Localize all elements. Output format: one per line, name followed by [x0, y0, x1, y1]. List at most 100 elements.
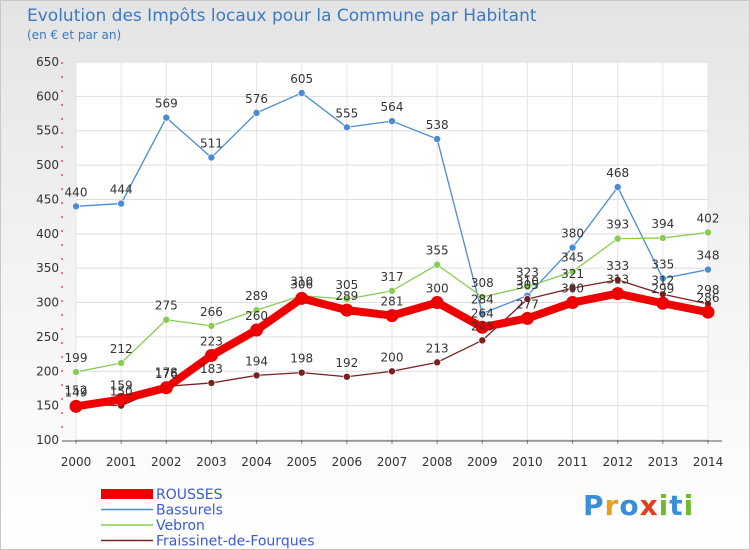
data-point	[343, 295, 351, 303]
y-tick-label: 200	[36, 364, 59, 378]
data-point	[297, 368, 306, 377]
data-point	[523, 295, 532, 303]
data-point	[162, 113, 171, 122]
data-point	[207, 322, 216, 330]
data-label: 394	[651, 217, 674, 231]
data-label: 159	[110, 378, 133, 392]
data-label: 440	[65, 185, 88, 199]
data-label: 576	[245, 92, 268, 106]
data-point	[297, 89, 306, 97]
x-tick-label: 2012	[602, 455, 633, 469]
data-label: 289	[245, 289, 268, 303]
y-tick-label: 450	[36, 192, 59, 206]
logo-letter-o: o	[619, 489, 640, 522]
data-label: 194	[245, 354, 268, 368]
data-label: 299	[651, 282, 674, 296]
x-tick-label: 2003	[196, 455, 227, 469]
data-point	[69, 399, 83, 413]
data-label: 277	[516, 297, 539, 311]
legend-label: Vebron	[156, 518, 205, 534]
data-point	[520, 311, 534, 325]
x-tick-label: 2007	[377, 455, 408, 469]
data-point	[475, 320, 489, 334]
data-point	[478, 336, 487, 345]
data-label: 176	[155, 367, 178, 381]
data-point	[295, 291, 309, 305]
data-point	[430, 296, 444, 310]
data-label: 305	[335, 278, 358, 292]
data-point	[343, 372, 351, 381]
data-point	[568, 267, 577, 276]
x-tick-label: 2005	[286, 455, 317, 469]
data-point	[478, 309, 487, 318]
data-point	[207, 153, 216, 162]
chart-subtitle: (en € et par an)	[27, 28, 122, 42]
data-label: 212	[110, 342, 133, 356]
data-label: 198	[290, 352, 313, 366]
x-tick-label: 2001	[106, 455, 137, 469]
data-label: 192	[335, 356, 358, 370]
data-point	[250, 323, 264, 337]
data-label: 300	[561, 282, 584, 296]
x-tick-label: 2000	[61, 455, 92, 469]
data-point	[72, 202, 80, 211]
legend-label: Bassurels	[156, 503, 223, 519]
proxiti-logo: Proxiti	[583, 489, 694, 522]
data-point	[340, 303, 354, 317]
data-label: 178	[155, 365, 178, 379]
data-point	[566, 296, 580, 310]
data-label: 569	[155, 97, 178, 111]
y-tick-label: 350	[36, 261, 59, 275]
logo-letter-i2: i	[683, 489, 695, 522]
data-point	[433, 358, 441, 367]
logo-letter-r: r	[604, 489, 620, 522]
y-tick-label: 300	[36, 296, 59, 310]
x-tick-label: 2008	[422, 455, 453, 469]
data-point	[568, 243, 577, 252]
y-tick-label: 550	[36, 124, 59, 138]
data-label: 289	[335, 289, 358, 303]
data-label: 199	[65, 351, 88, 365]
chart-title: Evolution des Impôts locaux pour la Comm…	[27, 6, 537, 26]
data-label: 605	[290, 72, 313, 86]
x-tick-label: 2014	[693, 455, 724, 469]
x-tick-label: 2004	[241, 455, 272, 469]
data-label: 150	[110, 385, 133, 399]
data-label: 345	[561, 251, 584, 265]
logo-letter-i: i	[658, 489, 670, 522]
y-tick-label: 500	[36, 158, 59, 172]
data-label: 281	[381, 295, 404, 309]
data-label: 223	[200, 334, 223, 348]
data-label: 305	[516, 278, 539, 292]
data-label: 306	[290, 277, 313, 291]
data-label: 323	[516, 266, 539, 280]
data-label: 275	[155, 299, 178, 313]
x-tick-label: 2009	[467, 455, 498, 469]
data-point	[207, 379, 216, 387]
y-tick-label: 250	[36, 330, 59, 344]
logo-letter-t: t	[669, 489, 684, 522]
data-label: 317	[381, 270, 404, 284]
data-label: 310	[290, 275, 313, 289]
data-point	[478, 293, 487, 301]
data-point	[388, 287, 396, 295]
data-label: 355	[426, 244, 449, 258]
y-tick-label: 650	[36, 55, 59, 69]
data-point	[659, 274, 667, 283]
data-point	[252, 306, 261, 314]
y-tick-label: 100	[36, 433, 59, 447]
x-tick-label: 2010	[512, 455, 543, 469]
logo-letter-p: P	[583, 489, 605, 522]
data-point	[343, 123, 351, 132]
data-label: 245	[471, 319, 494, 333]
logo-letter-x: x	[639, 489, 659, 522]
data-label: 511	[200, 137, 223, 151]
data-label: 264	[471, 306, 494, 320]
data-label: 213	[426, 341, 449, 355]
data-point	[568, 284, 577, 292]
data-label: 538	[426, 118, 449, 132]
data-point	[252, 371, 261, 380]
data-point	[72, 368, 80, 376]
data-point	[385, 309, 399, 323]
